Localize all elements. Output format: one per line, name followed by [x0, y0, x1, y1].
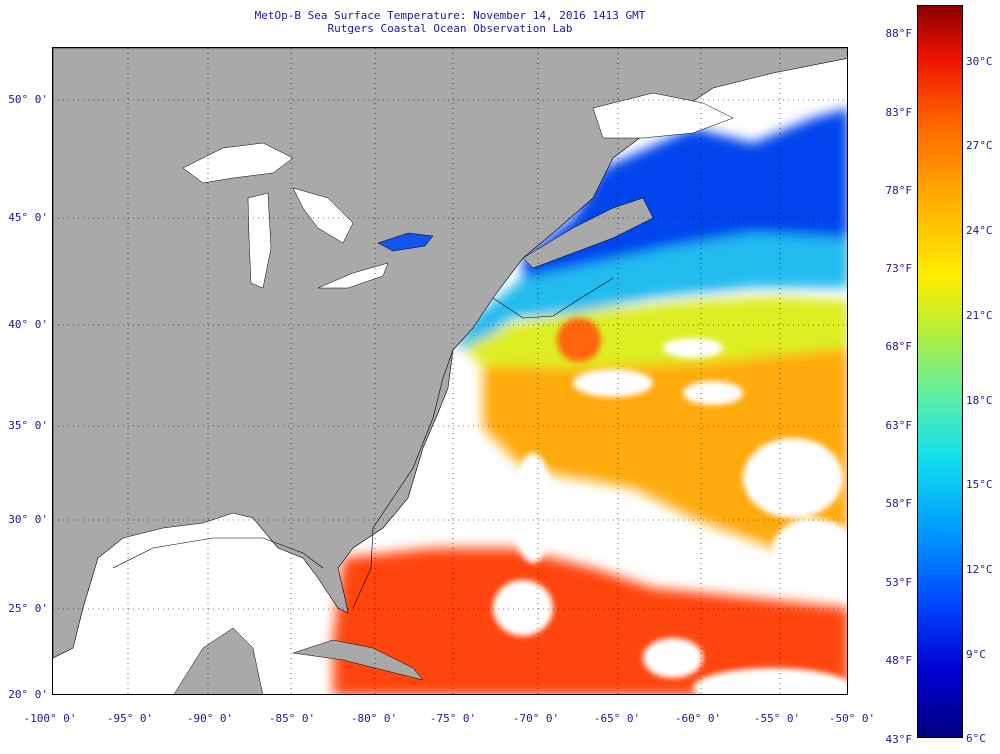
gulf-st-lawrence [592, 92, 734, 139]
colorbar-c-21: 21°C [966, 309, 993, 322]
sst-warm-eddy [557, 318, 601, 362]
shelf-contour [352, 277, 614, 609]
temperature-colorbar [917, 5, 963, 738]
land-yucatan [173, 627, 263, 694]
lon-label-55: -55° 0' [753, 712, 801, 725]
sst-cool-band [453, 233, 847, 348]
lat-label-40: 40° 0' [8, 318, 48, 331]
lon-label-75: -75° 0' [429, 712, 477, 725]
colorbar-f-68: 68°F [885, 340, 913, 353]
colorbar-c-18: 18°C [966, 394, 993, 407]
lon-label-100: -100° 0' [23, 712, 77, 725]
lon-label-60: -60° 0' [674, 712, 722, 725]
lat-label-30: 30° 0' [8, 513, 48, 526]
lon-label-65: -65° 0' [593, 712, 641, 725]
lat-label-50: 50° 0' [8, 93, 48, 106]
lon-label-85: -85° 0' [268, 712, 316, 725]
graticule [53, 48, 847, 694]
lake-huron [292, 187, 354, 244]
lat-label-25: 25° 0' [8, 602, 48, 615]
lon-label-80: -80° 0' [350, 712, 398, 725]
colorbar-c-9: 9°C [966, 648, 986, 661]
colorbar-f-43: 43°F [885, 733, 913, 746]
lake-erie [317, 262, 389, 289]
lat-label-35: 35° 0' [8, 419, 48, 432]
colorbar-f-58: 58°F [885, 497, 913, 510]
sst-hot-area [333, 548, 847, 694]
sst-field [333, 108, 847, 694]
colorbar-c-27: 27°C [966, 139, 993, 152]
colorbar-f-73: 73°F [885, 262, 913, 275]
colorbar-f-88: 88°F [885, 27, 913, 40]
sst-map [52, 47, 848, 695]
colorbar-c-12: 12°C [966, 563, 993, 576]
sst-mild-band [463, 296, 847, 368]
colorbar-f-83: 83°F [885, 106, 913, 119]
lat-label-45: 45° 0' [8, 211, 48, 224]
colorbar-f-63: 63°F [885, 419, 913, 432]
land [53, 48, 847, 694]
colorbar-c-30: 30°C [966, 55, 993, 68]
lon-label-70: -70° 0' [512, 712, 560, 725]
colorbar-c-6: 6°C [966, 732, 986, 745]
lat-label-20: 20° 0' [8, 688, 48, 701]
colorbar-c-24: 24°C [966, 224, 993, 237]
map-title: MetOp-B Sea Surface Temperature: Novembe… [254, 9, 646, 22]
lon-label-90: -90° 0' [186, 712, 234, 725]
lake-superior [182, 142, 294, 184]
sst-cold-band [523, 108, 847, 288]
lake-ontario [377, 232, 434, 252]
gulf-contour [112, 537, 324, 569]
map-subtitle: Rutgers Coastal Ocean Observation Lab [327, 22, 573, 35]
colorbar-f-53: 53°F [885, 576, 913, 589]
lon-label-50: -50° 0' [828, 712, 876, 725]
land-cuba [292, 639, 424, 681]
colorbar-f-78: 78°F [885, 184, 913, 197]
colorbar-c-15: 15°C [966, 478, 993, 491]
lon-label-95: -95° 0' [106, 712, 154, 725]
colorbar-f-48: 48°F [885, 654, 913, 667]
lake-michigan [247, 192, 272, 289]
